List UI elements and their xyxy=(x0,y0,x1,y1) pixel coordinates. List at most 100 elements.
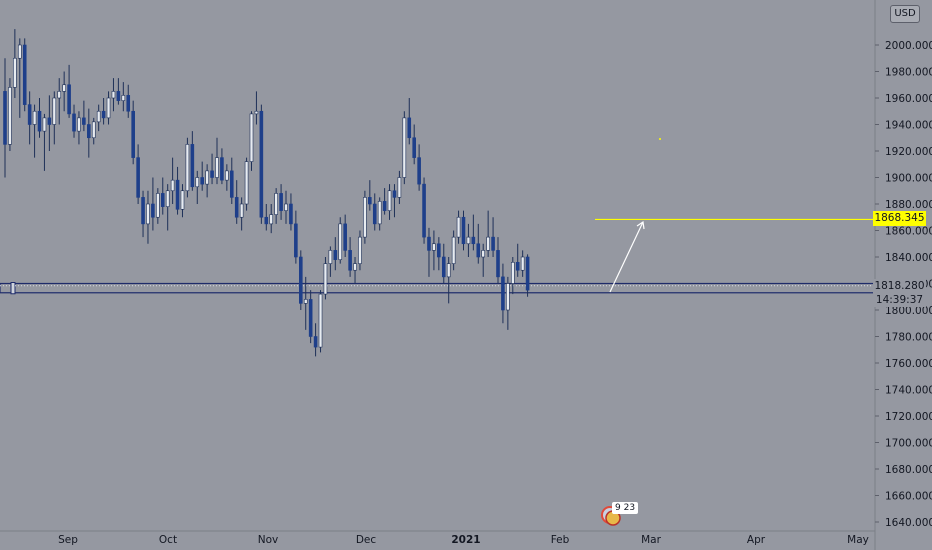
candle-down[interactable] xyxy=(492,237,495,250)
candle-up[interactable] xyxy=(339,224,342,260)
candle-up[interactable] xyxy=(43,118,46,131)
candle-up[interactable] xyxy=(285,204,288,211)
candle-up[interactable] xyxy=(122,95,125,100)
candle-up[interactable] xyxy=(354,264,357,271)
candle-up[interactable] xyxy=(275,193,278,214)
candle-up[interactable] xyxy=(33,111,36,124)
candle-down[interactable] xyxy=(477,244,480,257)
candle-up[interactable] xyxy=(58,91,61,98)
candle-up[interactable] xyxy=(171,180,174,191)
candle-up[interactable] xyxy=(146,204,149,224)
candle-up[interactable] xyxy=(457,217,460,237)
candle-down[interactable] xyxy=(137,158,140,198)
candle-down[interactable] xyxy=(516,262,519,270)
candle-down[interactable] xyxy=(497,250,500,277)
candle-down[interactable] xyxy=(38,111,41,131)
candle-up[interactable] xyxy=(324,264,327,294)
candle-up[interactable] xyxy=(358,237,361,264)
candle-up[interactable] xyxy=(521,257,524,270)
candle-down[interactable] xyxy=(127,95,130,111)
candle-up[interactable] xyxy=(166,191,169,207)
candle-up[interactable] xyxy=(18,45,21,58)
candle-down[interactable] xyxy=(423,184,426,237)
candle-up[interactable] xyxy=(186,144,189,190)
candle-down[interactable] xyxy=(334,250,337,259)
candle-down[interactable] xyxy=(82,118,85,125)
candle-up[interactable] xyxy=(447,264,450,277)
candle-down[interactable] xyxy=(472,237,475,244)
candle-up[interactable] xyxy=(432,244,435,251)
candle-down[interactable] xyxy=(299,257,302,303)
candle-up[interactable] xyxy=(112,91,115,98)
candle-down[interactable] xyxy=(230,171,233,198)
candle-up[interactable] xyxy=(270,215,273,224)
candle-down[interactable] xyxy=(383,201,386,210)
candle-up[interactable] xyxy=(53,98,56,125)
candle-up[interactable] xyxy=(215,158,218,178)
candle-up[interactable] xyxy=(403,118,406,178)
candle-down[interactable] xyxy=(437,244,440,257)
candle-down[interactable] xyxy=(368,197,371,204)
candle-down[interactable] xyxy=(201,178,204,185)
candle-down[interactable] xyxy=(289,204,292,224)
candle-up[interactable] xyxy=(107,98,110,118)
candle-up[interactable] xyxy=(240,204,243,217)
candle-down[interactable] xyxy=(349,250,352,270)
candle-down[interactable] xyxy=(260,111,263,217)
candle-down[interactable] xyxy=(418,158,421,185)
support-zone-handle[interactable] xyxy=(11,283,15,294)
candle-up[interactable] xyxy=(452,237,455,264)
candle-down[interactable] xyxy=(442,257,445,277)
candle-up[interactable] xyxy=(467,237,470,244)
candle-down[interactable] xyxy=(235,197,238,217)
candle-up[interactable] xyxy=(329,250,332,263)
candle-up[interactable] xyxy=(8,87,11,144)
candle-down[interactable] xyxy=(427,237,430,250)
candle-up[interactable] xyxy=(482,250,485,257)
candle-down[interactable] xyxy=(28,105,31,125)
candle-down[interactable] xyxy=(161,193,164,206)
candle-down[interactable] xyxy=(191,144,194,186)
candle-up[interactable] xyxy=(181,191,184,210)
candle-down[interactable] xyxy=(142,197,145,224)
candle-down[interactable] xyxy=(344,224,347,251)
candle-up[interactable] xyxy=(225,171,228,180)
candle-up[interactable] xyxy=(487,237,490,250)
candle-down[interactable] xyxy=(309,299,312,336)
candle-down[interactable] xyxy=(393,191,396,198)
candle-down[interactable] xyxy=(408,118,411,138)
candle-up[interactable] xyxy=(97,111,100,122)
candle-down[interactable] xyxy=(87,125,90,138)
candlestick-chart[interactable]: 1640.0001660.0001680.0001700.0001720.000… xyxy=(0,0,932,550)
candle-down[interactable] xyxy=(280,193,283,210)
candle-down[interactable] xyxy=(211,171,214,178)
candle-down[interactable] xyxy=(462,217,465,244)
candle-down[interactable] xyxy=(102,111,105,118)
candle-down[interactable] xyxy=(413,138,416,158)
candle-up[interactable] xyxy=(363,197,366,237)
candle-down[interactable] xyxy=(176,180,179,209)
candle-down[interactable] xyxy=(23,45,26,105)
candle-up[interactable] xyxy=(196,178,199,187)
candle-down[interactable] xyxy=(117,91,120,100)
candle-up[interactable] xyxy=(506,284,509,311)
candle-up[interactable] xyxy=(92,122,95,138)
candle-down[interactable] xyxy=(314,337,317,348)
currency-badge[interactable]: USD xyxy=(890,5,920,23)
candle-down[interactable] xyxy=(68,85,71,114)
candle-down[interactable] xyxy=(294,224,297,257)
candle-down[interactable] xyxy=(220,158,223,181)
candle-up[interactable] xyxy=(398,178,401,198)
candle-up[interactable] xyxy=(388,191,391,211)
candle-up[interactable] xyxy=(206,171,209,184)
candle-down[interactable] xyxy=(48,118,51,125)
candle-down[interactable] xyxy=(73,114,76,131)
candle-up[interactable] xyxy=(304,299,307,303)
candle-down[interactable] xyxy=(151,204,154,217)
candle-down[interactable] xyxy=(265,217,268,224)
candle-down[interactable] xyxy=(132,111,135,157)
candle-up[interactable] xyxy=(319,294,322,347)
candle-down[interactable] xyxy=(373,204,376,224)
candle-up[interactable] xyxy=(13,58,16,87)
candle-up[interactable] xyxy=(378,201,381,224)
